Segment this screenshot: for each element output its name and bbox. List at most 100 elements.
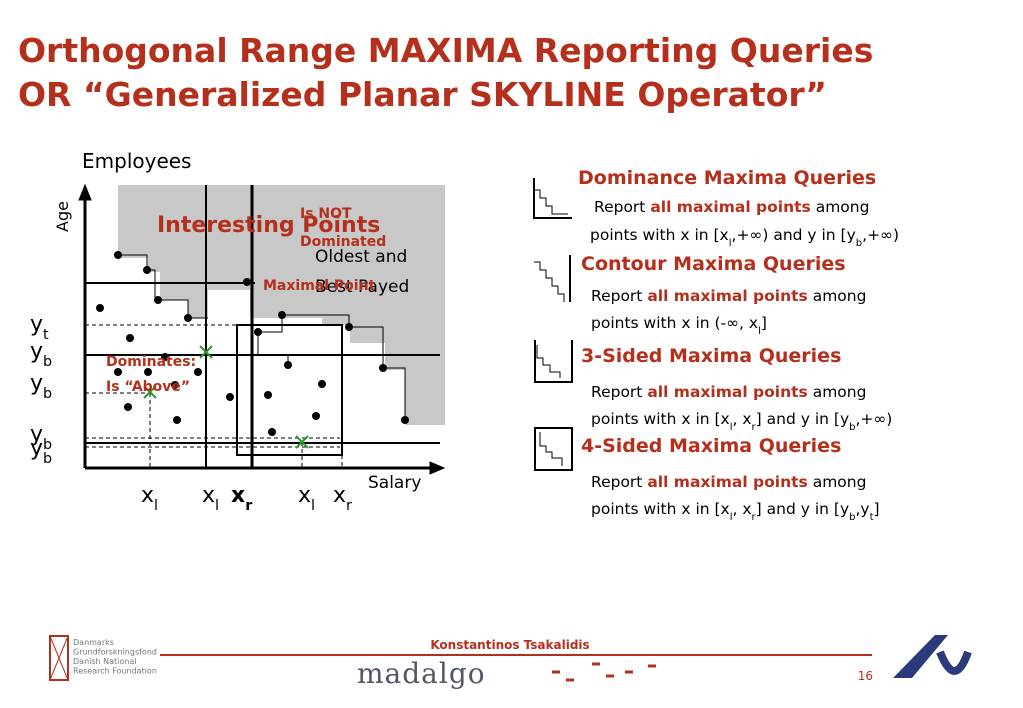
annotation: Is NOT <box>300 206 352 222</box>
query-desc: points with x in (-∞, xl] <box>591 314 767 337</box>
label-sub: l <box>215 498 219 514</box>
label-main: y <box>30 339 43 364</box>
query-title: Contour Maxima Queries <box>581 253 846 275</box>
title-line: Orthogonal Range MAXIMA Reporting Querie… <box>18 31 873 70</box>
query-desc: Report all maximal points among <box>591 473 866 491</box>
query-text: ,+∞) <box>855 410 892 428</box>
axis-mark-label: xl <box>141 483 158 514</box>
query-desc: Report all maximal points among <box>594 198 869 216</box>
foundation-name: Danmarks <box>73 638 114 647</box>
notches <box>160 300 385 373</box>
label-sub: b <box>43 437 52 453</box>
point <box>96 304 104 312</box>
query-emphasis: all maximal points <box>647 287 807 305</box>
query-text: ,y <box>855 500 869 518</box>
label-sub: t <box>43 327 49 343</box>
annotation: Maximal Point <box>263 278 376 294</box>
markers <box>143 345 309 449</box>
query-title: Dominance Maxima Queries <box>578 167 876 189</box>
query-text: ] and y in [y <box>756 410 849 428</box>
query-text: Report <box>594 198 650 216</box>
point <box>114 368 122 376</box>
annotation: Interesting Points <box>157 213 380 238</box>
author: Konstantinos Tsakalidis <box>430 638 589 652</box>
label-main: x <box>202 483 215 508</box>
query-text: Report <box>591 383 647 401</box>
label-main: y <box>30 371 43 396</box>
annotation: Dominates: <box>106 354 196 370</box>
foundation-logo <box>49 635 69 681</box>
axis-mark-label: xr <box>333 483 352 514</box>
query-emphasis: all maximal points <box>647 473 807 491</box>
query-text: points with x in [x <box>590 226 729 244</box>
point <box>124 403 132 411</box>
university-logo <box>893 635 948 678</box>
axis-mark-label: xl <box>298 483 315 514</box>
query-desc: points with x in [xl, xr] and y in [yb,y… <box>591 500 880 523</box>
y-axis-title: Employees <box>82 149 191 173</box>
query-desc: points with x in [xl,+∞) and y in [yb,+∞… <box>590 226 899 249</box>
label-main: x <box>231 483 245 508</box>
subscript: r <box>752 512 757 523</box>
footer: Konstantinos Tsakalidis madalgo 16 Danma… <box>49 635 972 690</box>
point <box>278 311 286 319</box>
foundation-name: Research Foundation <box>73 667 157 676</box>
label-sub: r <box>346 498 352 514</box>
label-sub: l <box>154 498 158 514</box>
annotation: Dominated <box>300 234 386 250</box>
query-text: ,+∞) and y in [y <box>732 226 856 244</box>
label-main: x <box>141 483 154 508</box>
label-sub: r <box>245 498 253 514</box>
foundation-name: Danish National <box>73 657 136 666</box>
skyline-region <box>118 185 445 425</box>
label-main: x <box>298 483 311 508</box>
axis-mark-label: yb <box>30 339 52 370</box>
query-desc: Report all maximal points among <box>591 287 866 305</box>
query-text: among <box>808 383 867 401</box>
query-text: ] <box>761 314 767 332</box>
brand-dashes <box>552 662 656 682</box>
query-text: ,+∞) <box>862 226 899 244</box>
query-text: , x <box>733 410 752 428</box>
point <box>401 416 409 424</box>
point <box>254 328 262 336</box>
query-text: points with x in [x <box>591 500 730 518</box>
brand: madalgo <box>357 657 486 690</box>
label-sub: b <box>43 354 52 370</box>
point <box>318 380 326 388</box>
subscript: t <box>870 512 874 523</box>
query-emphasis: all maximal points <box>647 383 807 401</box>
annotation: Oldest and <box>315 247 407 267</box>
query-desc: points with x in [xl, xr] and y in [yb,+… <box>591 410 892 433</box>
title-line: OR “Generalized Planar SKYLINE Operator” <box>18 75 827 114</box>
subscript: b <box>849 422 855 433</box>
diagram: Employees Age Salary Interesting Points … <box>30 149 446 514</box>
axis-mark-label: yt <box>30 312 49 343</box>
query-text: Report <box>591 473 647 491</box>
query-title: 3-Sided Maxima Queries <box>581 345 841 367</box>
point <box>284 361 292 369</box>
query-title: 4-Sided Maxima Queries <box>581 435 841 457</box>
axis-mark-label: yb <box>30 422 52 453</box>
point <box>264 391 272 399</box>
query-list: Dominance Maxima Queries Report all maxim… <box>533 167 899 523</box>
query-icons <box>533 178 573 471</box>
point <box>161 353 169 361</box>
point <box>154 296 162 304</box>
query-text: points with x in [x <box>591 410 730 428</box>
point <box>312 412 320 420</box>
axis-mark-label: xr <box>231 483 253 514</box>
point <box>243 278 251 286</box>
query-text: ] and y in [y <box>756 500 849 518</box>
point <box>226 393 234 401</box>
subscript: l <box>730 512 733 523</box>
page-number: 16 <box>858 669 873 683</box>
axis-mark-label: xl <box>202 483 219 514</box>
query-text: points with x in (-∞, x <box>591 314 758 332</box>
point <box>194 368 202 376</box>
label-sub: l <box>311 498 315 514</box>
x-axis-label: Salary <box>368 473 421 493</box>
foundation-name: Grundforskningsfond <box>73 648 157 657</box>
annotation: Best Payed <box>315 277 409 297</box>
